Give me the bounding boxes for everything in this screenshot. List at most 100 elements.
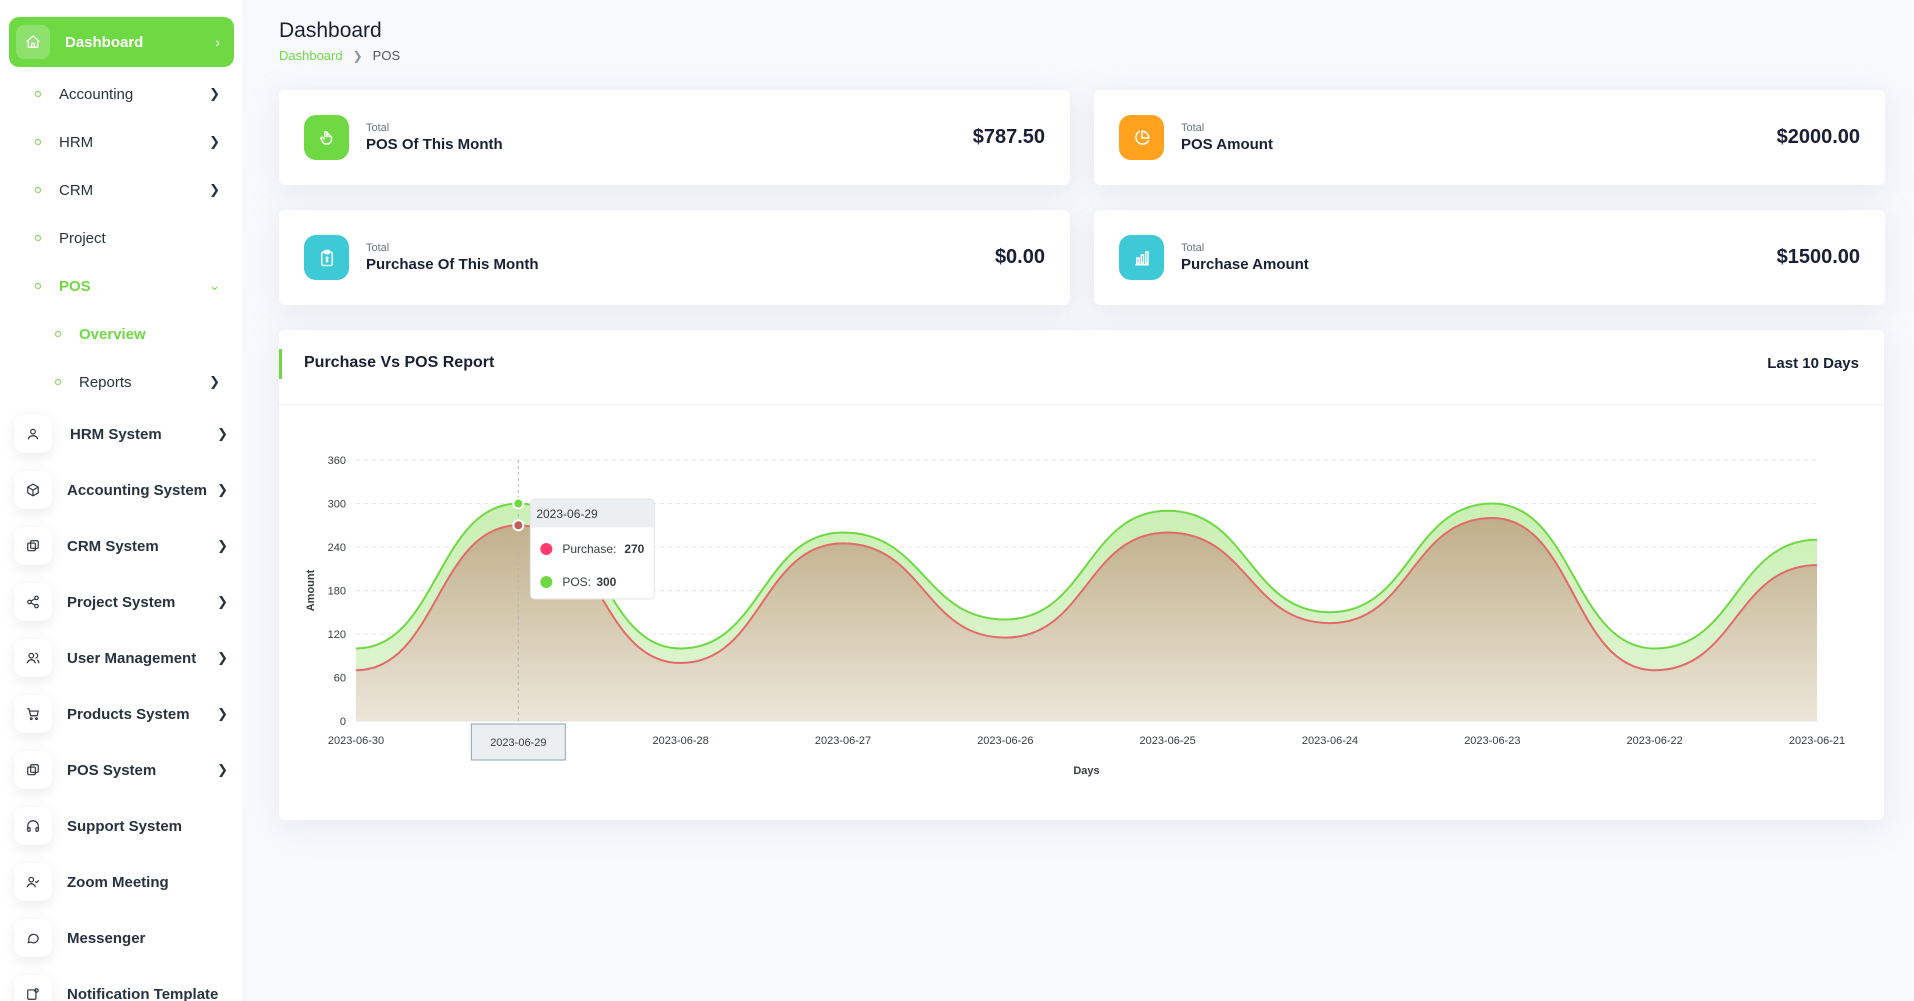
purchase-marker (512, 519, 525, 532)
stat-card-pos-amount: Total POS Amount $2000.00 (1094, 90, 1885, 185)
stat-card-purchase-amount: Total Purchase Amount $1500.00 (1094, 210, 1885, 305)
sidebar-item-products-system[interactable]: Products System ❯ (14, 692, 234, 736)
chevron-right-icon: ❯ (217, 762, 228, 777)
stat-card-caption: Total (366, 122, 390, 134)
sidebar-item-label: Project (59, 229, 106, 247)
report-title: Purchase Vs POS Report (304, 354, 495, 371)
sidebar-item-crm[interactable]: CRM ❯ (0, 170, 242, 210)
y-tick-label: 300 (328, 499, 346, 511)
bullet-icon (35, 139, 41, 145)
y-tick-label: 60 (334, 673, 346, 685)
clipboard-icon (304, 235, 349, 280)
sidebar-item-accounting-system[interactable]: Accounting System ❯ (14, 468, 234, 512)
sidebar-item-label: Accounting (59, 85, 134, 103)
sidebar-item-project[interactable]: Project (0, 218, 242, 258)
share-icon (14, 583, 52, 621)
sidebar-item-pos-system[interactable]: POS System ❯ (14, 748, 234, 792)
stat-card-label: POS Of This Month (366, 136, 503, 153)
chevron-right-icon: ❯ (209, 182, 220, 197)
bullet-icon (55, 379, 61, 385)
sidebar-item-label: Products System (67, 705, 190, 723)
headphones-icon (14, 807, 52, 845)
chevron-right-icon: › (215, 34, 220, 50)
report-range-selector[interactable]: Last 10 Days (1767, 355, 1859, 372)
sidebar-item-accounting[interactable]: Accounting ❯ (0, 74, 242, 114)
purchase-vs-pos-report-card: Purchase Vs POS Report Last 10 Days 0 60 1… (279, 330, 1884, 820)
bullet-icon (35, 91, 41, 97)
x-tick-label: 2023-06-22 (1627, 735, 1683, 747)
x-tick-label: 2023-06-27 (815, 735, 871, 747)
breadcrumb-link-dashboard[interactable]: Dashboard (279, 48, 343, 63)
purchase-area (356, 518, 1817, 721)
y-tick-label: 240 (328, 542, 346, 554)
sidebar-item-label: HRM System (70, 425, 162, 443)
purchase-vs-pos-chart[interactable]: 0 60 120 180 240 300 360 2023-06-30 2023-06-29 20… (279, 330, 1884, 820)
sidebar-item-label: CRM (59, 181, 94, 199)
sidebar-item-hrm[interactable]: HRM ❯ (0, 122, 242, 162)
stat-card-caption: Total (366, 242, 390, 254)
x-tooltip-label: 2023-06-29 (490, 737, 546, 749)
sidebar-item-messenger[interactable]: Messenger (14, 916, 234, 960)
sidebar-item-label: POS (59, 277, 91, 295)
sidebar-item-project-system[interactable]: Project System ❯ (14, 580, 234, 624)
sidebar-item-label: User Management (67, 649, 197, 667)
sidebar-item-label: Zoom Meeting (67, 873, 169, 891)
tooltip-pos-value: 300 (596, 575, 616, 589)
notification-icon (14, 975, 52, 1001)
sidebar-item-notification-template[interactable]: Notification Template (14, 972, 234, 1001)
bullet-icon (35, 235, 41, 241)
pos-marker (512, 497, 525, 510)
sidebar-item-label: Messenger (67, 929, 146, 947)
sidebar-item-label: Reports (79, 373, 132, 391)
y-tick-label: 180 (328, 586, 346, 598)
sidebar-item-label: Support System (67, 817, 183, 835)
sidebar-item-hrm-system[interactable]: HRM System ❯ (14, 412, 234, 456)
x-tick-label: 2023-06-24 (1302, 735, 1358, 747)
sidebar-dashboard-button[interactable]: Dashboard › (9, 17, 234, 67)
chevron-down-icon: ⌄ (209, 278, 220, 293)
tooltip-date: 2023-06-29 (536, 507, 598, 521)
stat-card-label: POS Amount (1181, 136, 1273, 153)
chevron-right-icon: ❯ (217, 482, 228, 497)
tooltip-purchase-value: 270 (624, 542, 644, 556)
chevron-right-icon: ❯ (217, 650, 228, 665)
y-axis-title: Amount (305, 569, 317, 611)
sidebar-item-pos[interactable]: POS ⌄ (0, 266, 242, 306)
home-icon (16, 25, 50, 59)
chevron-right-icon: ❯ (209, 374, 220, 389)
bullet-icon (35, 283, 41, 289)
stat-card-value: $787.50 (972, 126, 1045, 148)
sidebar-item-overview[interactable]: Overview (0, 314, 242, 354)
stat-card-caption: Total (1181, 242, 1205, 254)
layers-icon (14, 527, 52, 565)
x-tooltip-box (470, 723, 566, 761)
pie-chart-icon (1119, 115, 1164, 160)
sidebar-item-label: Overview (79, 325, 146, 343)
users-icon (14, 639, 52, 677)
chevron-right-icon: ❯ (217, 538, 228, 553)
sidebar-item-crm-system[interactable]: CRM System ❯ (14, 524, 234, 568)
sidebar-item-label: Accounting System (67, 481, 208, 499)
sidebar-item-reports[interactable]: Reports ❯ (0, 362, 242, 402)
bullet-icon (35, 187, 41, 193)
stat-card-pos-month: Total POS Of This Month $787.50 (279, 90, 1070, 185)
tooltip-header (530, 499, 654, 528)
chevron-right-icon: ❯ (217, 706, 228, 721)
sidebar-item-support-system[interactable]: Support System (14, 804, 234, 848)
tooltip-pos-label: POS: (562, 575, 591, 589)
page-title: Dashboard (279, 19, 382, 42)
tooltip-purchase-label: Purchase: (562, 542, 616, 556)
sidebar-item-label: Notification Template (67, 985, 219, 1001)
stat-card-value: $2000.00 (1776, 126, 1860, 148)
stat-card-label: Purchase Amount (1181, 256, 1309, 273)
chevron-right-icon: ❯ (209, 134, 220, 149)
x-tick-label: 2023-06-23 (1464, 735, 1520, 747)
sidebar-item-user-management[interactable]: User Management ❯ (14, 636, 234, 680)
x-tick-label: 2023-06-28 (653, 735, 709, 747)
y-tick-label: 120 (328, 629, 346, 641)
sidebar-item-zoom-meeting[interactable]: Zoom Meeting (14, 860, 234, 904)
stat-card-purchase-month: Total Purchase Of This Month $0.00 (279, 210, 1070, 305)
user-icon (14, 415, 52, 453)
chevron-right-icon: ❯ (217, 594, 228, 609)
chevron-right-icon: ❯ (217, 426, 228, 441)
